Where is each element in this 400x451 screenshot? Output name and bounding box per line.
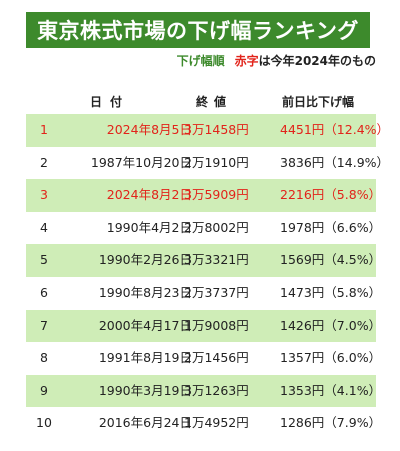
date-cell: 1991年8月19日 [98, 350, 192, 366]
table-row: 7 2000年4月17日 1万9008円 1426円（7.0%） [26, 309, 382, 343]
rank-cell: 6 [40, 284, 48, 300]
change-cell: 3836円（14.9%） [280, 154, 390, 170]
subtitle-order: 下げ幅順 [176, 54, 225, 68]
value-cell: 2万8002円 [184, 219, 249, 235]
date-cell: 1990年3月19日 [98, 382, 192, 398]
change-cell: 1286円（7.9%） [280, 415, 382, 431]
header-change: 前日比下げ幅 [282, 95, 355, 109]
table-row: 10 2016年6月24日 1万4952円 1286円（7.9%） [26, 407, 382, 440]
table-row: 8 1991年8月19日 2万1456円 1357円（6.0%） [26, 342, 382, 375]
change-cell: 1357円（6.0%） [280, 350, 382, 366]
rank-cell: 9 [40, 382, 48, 398]
date-cell: 1990年4月2日 [106, 219, 192, 235]
ranking-table: 1 2024年8月5日 3万1458円 4451円（12.4%） 2 1987年… [26, 114, 390, 440]
date-cell: 2000年4月17日 [98, 317, 192, 333]
subtitle-rest: は今年2024年のもの [258, 54, 376, 68]
table-row: 3 2024年8月2日 3万5909円 2216円（5.8%） [26, 179, 382, 212]
value-cell: 2万3737円 [184, 284, 249, 300]
header-value: 終値 [196, 95, 233, 109]
value-cell: 2万1456円 [184, 350, 249, 366]
rank-cell: 1 [40, 122, 48, 137]
change-cell: 1426円（7.0%） [280, 317, 382, 333]
rank-cell: 10 [36, 415, 52, 431]
rank-cell: 8 [40, 350, 48, 366]
table-row: 2 1987年10月20日 2万1910円 3836円（14.9%） [26, 147, 390, 180]
table-row: 5 1990年2月26日 3万3321円 1569円（4.5%） [26, 244, 382, 277]
rank-cell: 7 [40, 317, 48, 333]
change-cell: 1353円（4.1%） [280, 382, 382, 398]
date-cell: 2016年6月24日 [98, 415, 192, 431]
value-cell: 1万9008円 [184, 317, 249, 333]
value-cell: 1万4952円 [184, 415, 249, 431]
date-cell: 1987年10月20日 [90, 154, 192, 170]
subtitle-red-label: 赤字 [234, 54, 259, 68]
change-cell: 1569円（4.5%） [280, 252, 382, 268]
rank-cell: 2 [40, 154, 48, 170]
date-cell: 2024年8月2日 [106, 187, 192, 203]
header-date: 日付 [90, 95, 131, 109]
table-header: 日付 終値 前日比下げ幅 [26, 93, 376, 113]
value-cell: 3万1263円 [184, 382, 249, 398]
value-cell: 3万5909円 [184, 187, 249, 203]
date-cell: 2024年8月5日 [106, 122, 192, 137]
page-title: 東京株式市場の下げ幅ランキング [37, 19, 359, 43]
rank-cell: 5 [40, 252, 48, 268]
subtitle-note: 下げ幅順 赤字は今年2024年のもの [177, 52, 376, 69]
date-cell: 1990年2月26日 [98, 252, 192, 268]
table-row: 9 1990年3月19日 3万1263円 1353円（4.1%） [26, 374, 382, 408]
title-banner: 東京株式市場の下げ幅ランキング [26, 12, 370, 48]
value-cell: 3万1458円 [184, 122, 249, 137]
value-cell: 3万3321円 [184, 252, 249, 268]
change-cell: 1978円（6.6%） [280, 219, 382, 235]
rank-cell: 4 [40, 219, 48, 235]
change-cell: 2216円（5.8%） [280, 187, 382, 203]
table-row: 6 1990年8月23日 2万3737円 1473円（5.8%） [26, 277, 382, 310]
value-cell: 2万1910円 [184, 154, 249, 170]
change-cell: 1473円（5.8%） [280, 284, 382, 300]
change-cell: 4451円（12.4%） [280, 122, 390, 137]
table-row: 4 1990年4月2日 2万8002円 1978円（6.6%） [26, 212, 382, 245]
rank-cell: 3 [40, 187, 48, 203]
date-cell: 1990年8月23日 [98, 284, 192, 300]
table-row: 1 2024年8月5日 3万1458円 4451円（12.4%） [26, 114, 390, 147]
